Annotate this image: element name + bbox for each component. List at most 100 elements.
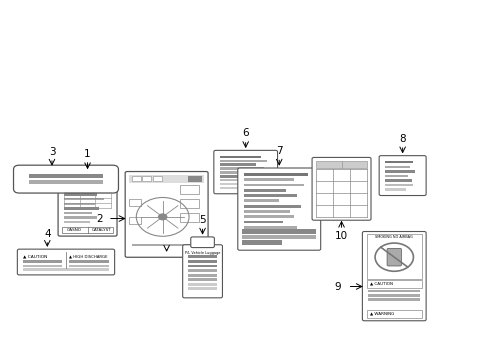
Bar [132,176,140,181]
Bar [367,294,420,297]
Bar [62,176,113,182]
Bar [188,269,216,272]
Bar [219,156,261,158]
Bar [129,175,203,183]
Bar [219,187,250,189]
Bar [129,199,141,206]
FancyBboxPatch shape [237,168,320,250]
Bar [243,199,279,202]
Bar [316,161,366,168]
Bar [242,235,316,239]
Bar [384,175,407,177]
FancyBboxPatch shape [190,237,214,248]
FancyBboxPatch shape [213,150,277,194]
Bar [64,216,97,219]
Bar [142,176,151,181]
Bar [243,226,297,229]
Bar [243,194,297,197]
Text: CATALYST: CATALYST [91,228,111,232]
Bar [219,179,258,181]
Bar [367,289,420,292]
Bar [384,184,412,186]
Bar [69,265,109,267]
Bar [188,255,216,258]
Bar [242,229,316,234]
Bar [243,189,286,192]
FancyBboxPatch shape [362,231,425,321]
Bar [23,268,109,271]
Bar [367,298,420,301]
FancyBboxPatch shape [378,156,425,195]
Bar [180,185,199,194]
FancyBboxPatch shape [311,157,370,220]
Text: ▲ WARNING: ▲ WARNING [369,312,394,316]
Bar [384,179,411,182]
FancyBboxPatch shape [17,249,114,275]
Bar [243,184,304,186]
Text: 6: 6 [242,129,248,139]
Text: 8: 8 [399,134,405,144]
Bar [384,189,406,191]
Bar [366,310,421,318]
Text: GASNO: GASNO [66,228,81,232]
Bar [219,171,253,174]
Bar [29,180,103,184]
Bar [188,260,216,263]
Bar [366,280,421,288]
Bar [188,265,216,267]
Bar [180,199,199,208]
Bar [243,178,293,181]
FancyBboxPatch shape [125,171,208,257]
Bar [69,260,109,263]
Bar [243,215,293,218]
Bar [64,207,99,210]
Text: 2: 2 [96,213,102,224]
Bar [384,161,412,163]
Bar [384,170,414,172]
Text: 10: 10 [334,231,347,242]
Bar [29,174,103,178]
Text: 7: 7 [275,146,282,156]
Bar [132,244,201,246]
Text: 1: 1 [84,149,91,158]
Text: ▲ CAUTION: ▲ CAUTION [369,282,392,286]
FancyBboxPatch shape [58,171,117,236]
Bar [242,240,281,244]
Bar [180,213,199,222]
Text: SMOKING NO AIRBAG: SMOKING NO AIRBAG [375,235,412,239]
Bar [187,176,202,182]
Bar [64,193,97,196]
Bar [219,167,264,170]
Bar [243,205,300,207]
Text: ▲ CAUTION: ▲ CAUTION [23,254,47,258]
Bar [188,287,216,290]
Text: 9: 9 [334,282,341,292]
Text: 3: 3 [49,147,55,157]
Bar [243,173,307,176]
Bar [64,212,92,214]
Bar [23,260,62,263]
Text: P/L Vehicle Luggage: P/L Vehicle Luggage [184,251,220,255]
FancyBboxPatch shape [386,248,401,266]
Text: ▲ HIGH DISCHARGE: ▲ HIGH DISCHARGE [69,254,107,258]
Bar [64,203,94,205]
Bar [62,227,113,233]
Bar [219,159,266,162]
Bar [153,176,161,181]
Bar [384,166,409,168]
Bar [366,234,421,279]
Bar [219,175,261,177]
Circle shape [158,213,167,220]
Bar [23,265,62,267]
Bar [188,278,216,281]
Bar [219,163,256,166]
Text: 4: 4 [44,229,51,239]
Bar [129,217,141,224]
Bar [219,183,266,185]
Bar [64,221,90,224]
Bar [188,274,216,276]
Bar [188,283,216,286]
FancyBboxPatch shape [183,245,222,298]
Bar [64,198,103,201]
Bar [243,221,282,224]
